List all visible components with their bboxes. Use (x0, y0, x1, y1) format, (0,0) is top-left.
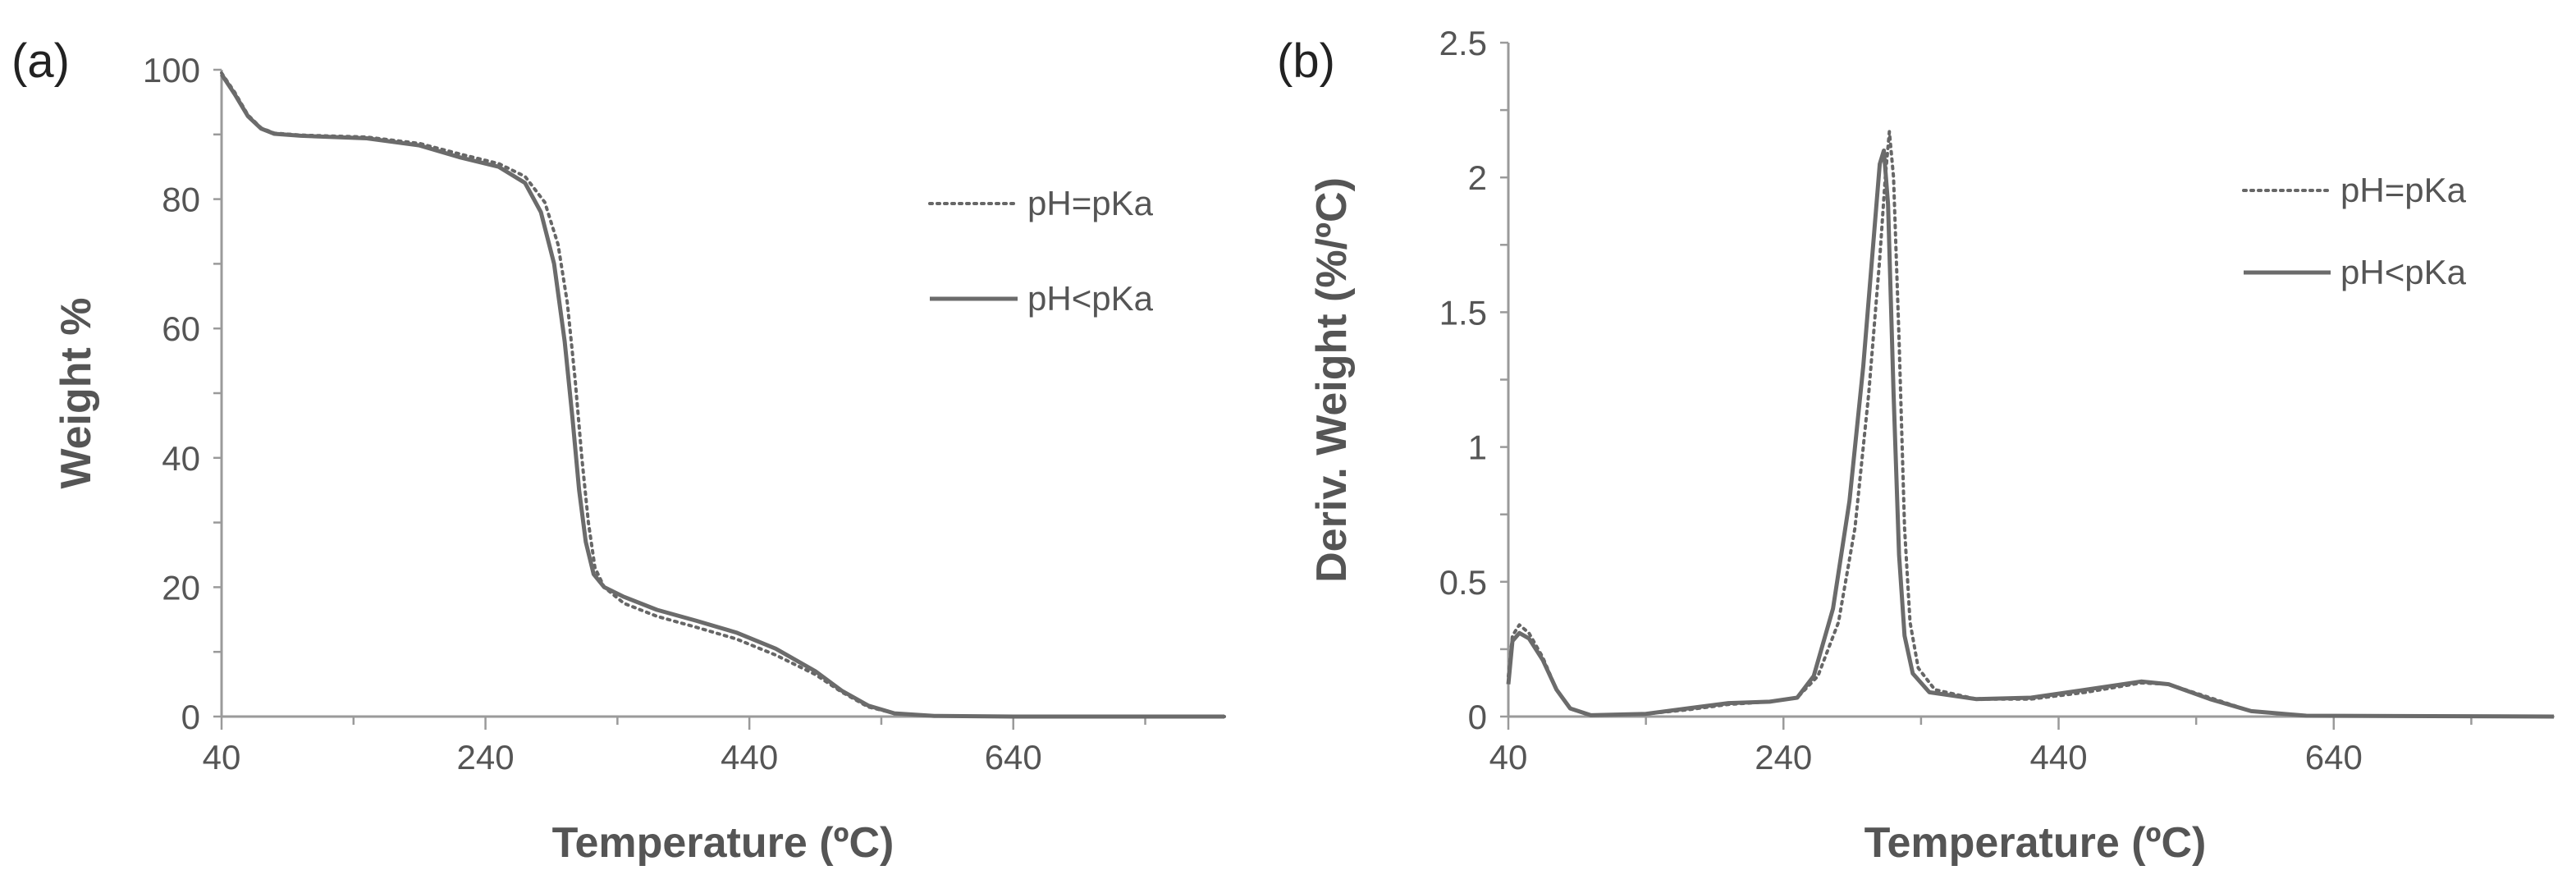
panel-b-x-tick-label: 40 (1489, 738, 1528, 776)
panel-b-y-tick-label: 0 (1468, 698, 1487, 736)
panel-a-x-tick-label: 240 (457, 738, 515, 776)
panel-a-legend-label-ph-lt-pka: pH<pKa (1027, 279, 1154, 318)
panel-b-series-line-ph-eq-pka (1507, 130, 2555, 718)
panel-b-y-axis-title: Deriv. Weight (%/ºC) (1308, 177, 1356, 583)
panel-b-y-ticks: 0 0.5 1 1.5 2 2.5 (1439, 24, 1508, 736)
panel-a-series (219, 71, 1226, 719)
panel-a-x-axis-title: Temperature (ºC) (552, 819, 895, 867)
panel-a-y-tick-label: 0 (181, 698, 200, 736)
panel-a-x-tick-label: 640 (985, 738, 1042, 776)
panel-a-x-tick-label: 440 (721, 738, 778, 776)
panel-a-axes (220, 70, 1224, 718)
panel-a-y-tick-label: 80 (162, 181, 200, 219)
panel-b-axes (1507, 43, 2554, 718)
panel-a-y-tick-label: 20 (162, 568, 200, 607)
panel-a-label: (a) (11, 34, 70, 88)
panel-b-x-ticks: 40 240 440 640 (1489, 717, 2473, 776)
panel-a-y-axis-title: Weight % (53, 297, 100, 488)
panel-a-y-tick-label: 100 (143, 51, 200, 89)
panel-a-y-ticks: 0 20 40 60 80 100 (143, 51, 222, 736)
panel-b-y-tick-label: 1.5 (1439, 293, 1487, 332)
panel-b-legend-label-ph-lt-pka: pH<pKa (2340, 253, 2467, 291)
panel-a-series-line-ph-lt-pka (219, 73, 1224, 719)
panel-a-legend: pH=pKa pH<pKa (928, 184, 1154, 318)
panel-b-x-tick-label: 440 (2029, 738, 2087, 776)
panel-a-chart: (a) 40 240 440 640 0 20 40 60 80 100 Temperature… (11, 34, 1226, 867)
panel-a-y-tick-label: 40 (162, 439, 200, 478)
panel-a-legend-label-ph-eq-pka: pH=pKa (1027, 184, 1154, 222)
panel-a-series-line-ph-eq-pka (220, 71, 1226, 718)
panel-b-series (1506, 130, 2555, 719)
panel-b-legend: pH=pKa pH<pKa (2242, 171, 2467, 291)
panel-b-series-line-ph-lt-pka (1506, 148, 2555, 719)
panel-b-y-tick-label: 1 (1468, 428, 1487, 467)
panel-b-legend-label-ph-eq-pka: pH=pKa (2340, 171, 2467, 209)
panel-b-x-axis-title: Temperature (ºC) (1865, 819, 2207, 867)
panel-b-y-tick-label: 2 (1468, 158, 1487, 197)
panel-b-x-tick-label: 640 (2305, 738, 2363, 776)
panel-b-chart: (b) 40 240 440 640 0 0.5 1 1.5 2 2.5 Temperature… (1277, 24, 2555, 867)
panel-b-y-tick-label: 2.5 (1439, 24, 1487, 62)
panel-b-y-tick-label: 0.5 (1439, 563, 1487, 602)
panel-b-label: (b) (1277, 34, 1335, 88)
panel-a-y-tick-label: 60 (162, 309, 200, 348)
panel-b-x-tick-label: 240 (1755, 738, 1812, 776)
panel-a-x-ticks: 40 240 440 640 (203, 717, 1146, 776)
panel-a-x-tick-label: 40 (203, 738, 241, 776)
